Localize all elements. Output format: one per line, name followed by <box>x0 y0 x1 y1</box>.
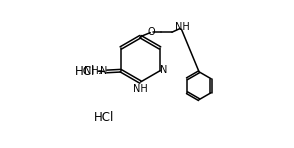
Text: NH: NH <box>175 22 189 32</box>
Text: NH: NH <box>133 84 148 94</box>
Text: N: N <box>160 65 168 75</box>
Text: O: O <box>148 27 155 37</box>
Text: N: N <box>100 66 107 76</box>
Text: HCl: HCl <box>74 65 95 78</box>
Text: HCl: HCl <box>94 111 115 124</box>
Text: NH₂: NH₂ <box>83 66 102 76</box>
